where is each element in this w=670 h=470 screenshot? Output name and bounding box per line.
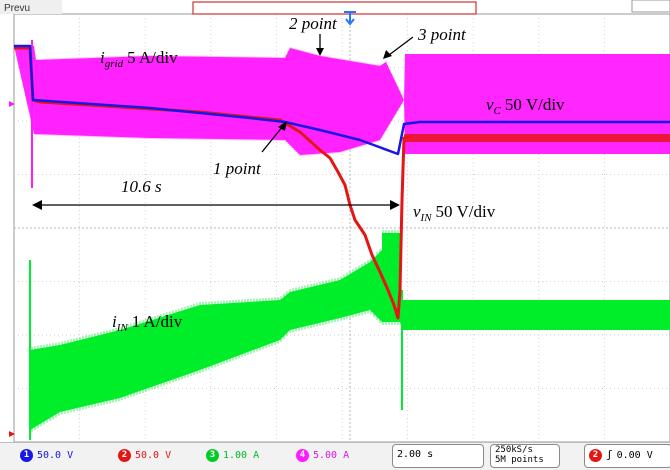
vc-label: vC 50 V/div	[486, 95, 565, 117]
igrid-waveform	[14, 40, 670, 188]
iin-label: iIN 1 A/div	[112, 312, 183, 334]
ch4-badge: 4	[296, 448, 309, 462]
point3-arrow	[383, 36, 414, 59]
point2-arrow	[316, 34, 324, 56]
vin-ripple-band	[404, 134, 670, 142]
ch2-scale-value: 50.0 V	[135, 450, 172, 461]
trigger-source-badge: 2	[589, 448, 602, 462]
vc-waveform	[14, 44, 670, 156]
point1-arrow	[261, 121, 287, 153]
sample-rate-value: 250kS/s	[495, 445, 533, 455]
record-length-value: 5M points	[495, 455, 544, 465]
ch3-scale-value: 1.00 A	[223, 450, 260, 461]
ch2-scale-readout[interactable]: 2 50.0 V	[118, 446, 171, 466]
trigger-readout[interactable]: 2 ʃ 0.00 V	[584, 444, 670, 468]
igrid-label: igrid 5 A/div	[100, 48, 178, 70]
ch1-scale-value: 50.0 V	[37, 450, 74, 461]
duration-arrow	[32, 200, 400, 210]
rising-edge-icon: ʃ	[606, 448, 613, 461]
ch4-ground-marker-icon	[9, 101, 15, 107]
point2-label: 2 point	[289, 14, 338, 33]
trigger-position-icon	[344, 11, 356, 26]
timebase-value: 2.00 s	[397, 449, 434, 460]
ch2-badge: 2	[118, 448, 131, 462]
zoom-box	[631, 0, 670, 13]
ch1-scale-readout[interactable]: 1 50.0 V	[20, 446, 73, 466]
ch3-scale-readout[interactable]: 3 1.00 A	[206, 446, 259, 466]
ch2-ground-marker-icon	[9, 431, 15, 437]
record-window	[192, 1, 477, 15]
ch1-badge: 1	[20, 448, 33, 462]
point3-label: 3 point	[417, 25, 467, 44]
iin-waveform	[29, 230, 670, 440]
vin-label: vIN 50 V/div	[413, 202, 496, 224]
ch3-badge: 3	[206, 448, 219, 462]
trigger-level-value: 0.00 V	[616, 450, 653, 461]
run-state-label: Prevu	[4, 3, 30, 14]
acquisition-readout[interactable]: 250kS/s 5M points	[490, 444, 560, 468]
duration-label: 10.6 s	[121, 177, 162, 196]
run-state-bar	[0, 0, 62, 14]
ch4-scale-value: 5.00 A	[313, 450, 350, 461]
point1-label: 1 point	[213, 159, 262, 178]
timebase-readout[interactable]: 2.00 s	[392, 444, 484, 468]
ch4-scale-readout[interactable]: 4 5.00 A	[296, 446, 349, 466]
